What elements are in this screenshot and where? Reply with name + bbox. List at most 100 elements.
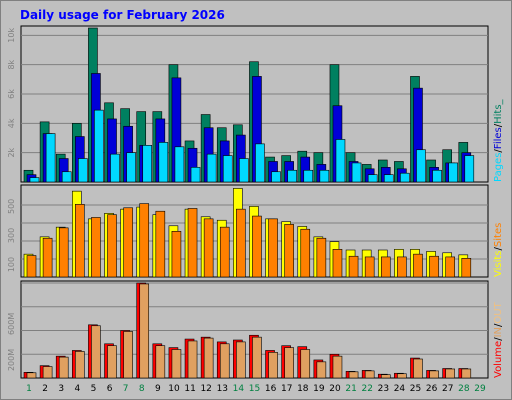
legend-entry: Pages [493,153,504,182]
bar-sites-day-23 [380,256,391,278]
bar-sites-day-4 [75,204,85,278]
day-label: 12 [200,384,211,394]
y-tick-label: 4k [7,118,16,128]
bar-sites-day-28 [461,258,472,278]
day-label: 8 [139,384,145,394]
day-label: 17 [281,384,292,394]
bar-sites-day-3 [58,227,69,278]
bar-pages-day-19 [319,169,330,183]
bar-sites-day-20 [332,249,343,278]
day-label: 11 [184,384,195,394]
bar-sites-day-19 [316,237,327,278]
bar-pages-day-4 [78,158,88,183]
bar-in-day-10 [171,349,182,379]
bar-pages-day-21 [351,162,362,183]
bar-pages-day-16 [271,171,281,183]
bar-in-day-24 [397,373,407,379]
day-label: 22 [361,384,372,394]
bar-sites-day-11 [187,208,198,278]
bar-in-day-26 [429,370,439,379]
bar-in-day-19 [316,361,327,379]
bar-pages-day-10 [174,146,185,183]
y-tick-label: 200M [7,349,16,371]
bar-pages-day-17 [287,169,297,183]
day-label: 28 [458,384,470,394]
day-label: 14 [233,384,245,394]
bar-in-day-21 [348,371,359,379]
bar-pages-day-20 [335,139,346,183]
legend-entry: Volume [493,341,504,378]
bar-sites-day-12 [203,218,214,278]
bar-pages-day-26 [432,169,442,183]
bar-in-day-23 [380,374,391,379]
bar-in-day-2 [42,366,53,379]
y-tick-label: 8k [7,59,16,69]
bar-in-day-22 [364,370,375,379]
bar-in-day-4 [75,351,85,379]
bar-in-day-11 [187,340,198,379]
y-tick-label: 300 [7,228,16,243]
chart-legends: Pages/Files/Hits_Visits/SitesVolume/IN/O… [493,98,504,378]
bar-in-day-1 [26,372,37,379]
legend-entry: Sites [493,223,504,247]
bar-sites-day-2 [42,237,53,278]
y-tick-label: 2k [7,147,16,157]
legend-entry: Hits_ [493,98,504,123]
bar-pages-day-28 [464,155,475,183]
chart-panels: 2k 4k 6k 8k 10k 100 300 500 200M 600M [7,25,489,379]
bar-sites-day-9 [155,210,166,278]
bar-sites-day-6 [107,214,117,278]
day-label: 16 [265,384,277,394]
day-label: 2 [42,384,48,394]
day-label: 19 [313,384,325,394]
day-axis: 1 2 3 4 5 6 7 8 9 10 11 12 13 14 15 16 17 18 19 20 21 22 23 24 2… [26,384,486,394]
bar-sites-day-5 [91,217,101,278]
bar-sites-day-18 [300,228,311,278]
bar-in-day-27 [445,368,455,379]
day-label: 3 [58,384,64,394]
bar-in-day-16 [268,352,278,379]
y-tick-label: 600M [7,313,16,335]
bar-sites-day-7 [123,207,133,278]
bar-sites-day-1 [26,255,37,278]
bar-pages-day-8 [142,145,153,183]
bar-in-day-8 [139,283,150,379]
bar-pages-day-23 [383,174,394,183]
y-tick-label: 10k [7,28,16,43]
bar-sites-day-13 [219,226,230,278]
day-label: 1 [26,384,32,394]
day-label: 7 [123,384,129,394]
bar-in-day-13 [219,343,230,379]
panel-visits-sites: 100 300 500 [7,184,489,278]
bar-pages-day-1 [29,177,40,183]
legend-entry: / [493,123,504,127]
day-label: 26 [426,384,438,394]
bar-pages-day-3 [61,171,72,183]
bar-sites-day-14 [236,208,246,278]
panel-volume-in-out: 200M 600M [7,280,489,379]
legend-entry: OUT [493,301,504,323]
bar-pages-day-24 [400,172,410,183]
bar-pages-day-18 [303,169,314,183]
bar-in-day-5 [91,325,101,379]
day-label: 9 [155,384,161,394]
bar-pages-day-5 [94,109,104,183]
day-label: 24 [394,384,406,394]
day-label: 4 [74,384,80,394]
legend-entry: / [493,323,504,327]
legend-entry: Files [493,127,504,149]
bar-pages-day-2 [45,133,56,183]
legend-visits-sites: Visits/Sites [493,223,504,277]
bar-pages-day-9 [158,142,169,183]
bar-pages-day-6 [110,153,120,183]
legend-volume-in-out: Volume/IN/OUT [493,301,504,378]
day-label: 23 [378,384,389,394]
legend-entry: / [493,337,504,341]
bar-pages-day-25 [416,149,426,183]
bar-in-day-17 [284,347,294,379]
bar-sites-day-8 [139,203,150,278]
bar-sites-day-25 [413,253,423,278]
bar-sites-day-26 [429,255,439,278]
bar-sites-day-24 [397,256,407,278]
